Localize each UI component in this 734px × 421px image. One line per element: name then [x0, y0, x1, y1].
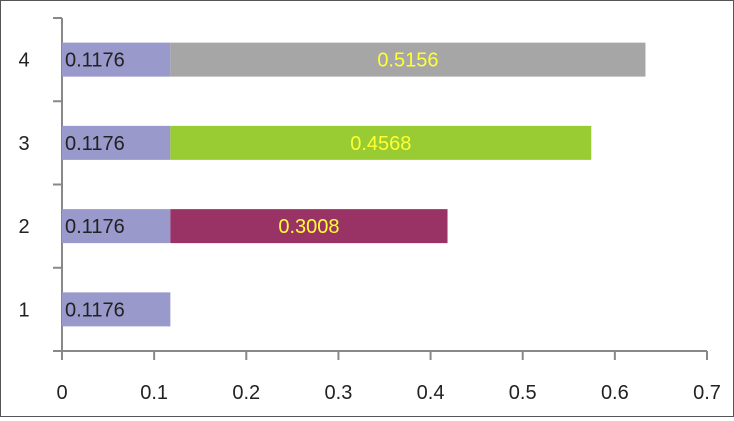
- data-label: 0.1176: [65, 50, 125, 72]
- bar-segment-2: [170, 42, 646, 77]
- bar-segment-2: [170, 125, 592, 160]
- bar-segment-1: [62, 292, 171, 327]
- x-tick-label: 0.3: [325, 382, 353, 404]
- bar-segment-1: [62, 42, 171, 77]
- bar-segment-1: [62, 125, 171, 160]
- y-tick-label: 4: [18, 50, 29, 72]
- x-tick-label: 0.5: [509, 382, 537, 404]
- bar-segment-2: [170, 209, 448, 244]
- x-tick-label: 0.1: [140, 382, 168, 404]
- bar-segment-1: [62, 209, 171, 244]
- y-tick-label: 3: [18, 133, 29, 155]
- x-tick-label: 0.7: [693, 382, 721, 404]
- data-label: 0.5156: [377, 50, 438, 72]
- data-label: 0.1176: [65, 299, 125, 321]
- x-tick-label: 0: [56, 382, 67, 404]
- y-tick-label: 1: [18, 299, 29, 321]
- data-label: 0.1176: [65, 216, 125, 238]
- x-tick-label: 0.6: [601, 382, 629, 404]
- data-label: 0.4568: [350, 133, 411, 155]
- y-tick-label: 2: [18, 216, 29, 238]
- x-tick-label: 0.4: [417, 382, 445, 404]
- data-label: 0.3008: [278, 216, 339, 238]
- data-label: 0.1176: [65, 133, 125, 155]
- x-tick-label: 0.2: [232, 382, 260, 404]
